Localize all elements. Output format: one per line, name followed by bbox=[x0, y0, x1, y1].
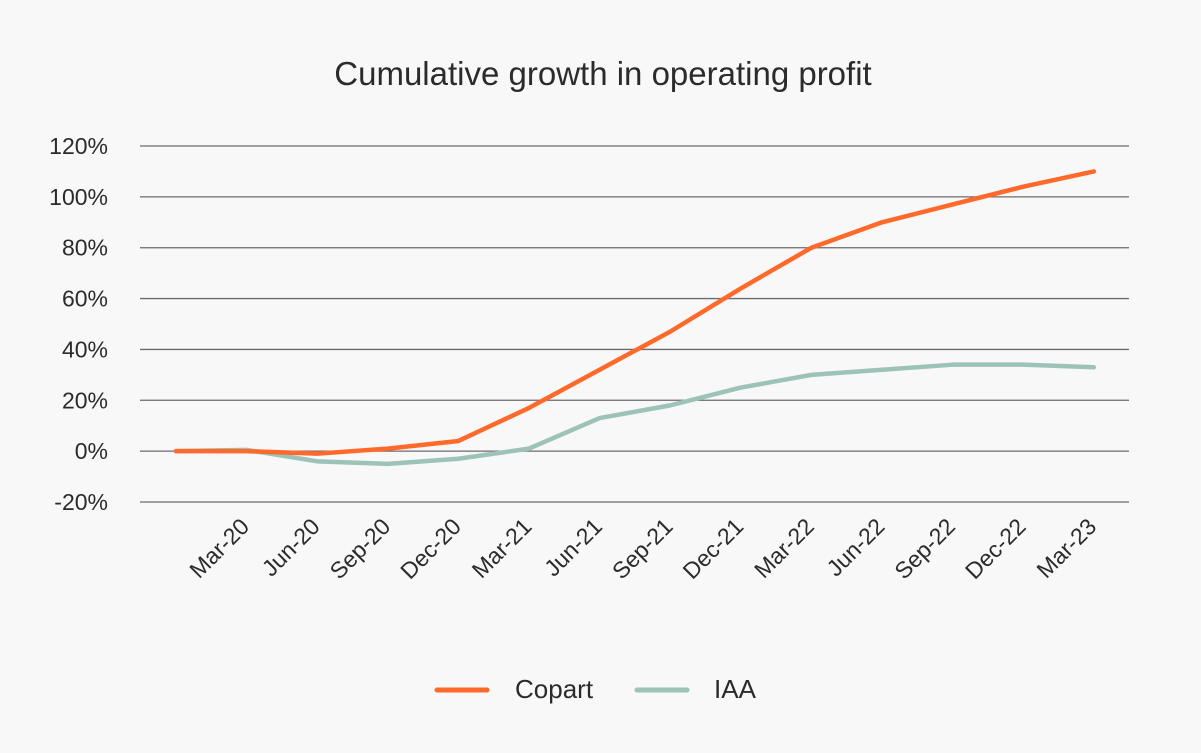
legend: Copart IAA bbox=[434, 674, 757, 704]
x-tick-label: Sep-20 bbox=[325, 513, 396, 584]
y-tick-label: 0% bbox=[75, 438, 108, 464]
y-tick-label: -20% bbox=[54, 489, 108, 515]
series-lines bbox=[173, 169, 1097, 467]
y-tick-label: 80% bbox=[62, 235, 108, 261]
series-line-iaa bbox=[173, 362, 1097, 467]
x-tick-label: Mar-20 bbox=[184, 513, 254, 583]
x-axis-ticks: Mar-20 Jun-20 Sep-20 Dec-20 Mar-21 Jun-21 Sep-… bbox=[184, 513, 1101, 584]
x-tick-label: Jun-21 bbox=[539, 513, 607, 581]
y-tick-label: 20% bbox=[62, 387, 108, 413]
y-tick-label: 120% bbox=[49, 133, 108, 159]
x-tick-label: Mar-23 bbox=[1031, 513, 1101, 583]
x-tick-label: Mar-22 bbox=[749, 513, 819, 583]
x-tick-label: Jun-22 bbox=[821, 513, 889, 581]
legend-label-copart: Copart bbox=[515, 674, 594, 704]
x-tick-label: Jun-20 bbox=[257, 513, 325, 581]
x-tick-label: Dec-20 bbox=[395, 513, 466, 584]
y-tick-label: 100% bbox=[49, 184, 108, 210]
x-tick-label: Dec-21 bbox=[678, 513, 749, 584]
legend-label-iaa: IAA bbox=[714, 674, 757, 704]
x-tick-label: Sep-22 bbox=[889, 513, 960, 584]
x-tick-label: Mar-21 bbox=[467, 513, 537, 583]
y-tick-label: 60% bbox=[62, 286, 108, 312]
x-tick-label: Dec-22 bbox=[960, 513, 1031, 584]
y-axis-ticks: -20% 0% 20% 40% 60% 80% 100% 120% bbox=[49, 133, 108, 515]
chart-title: Cumulative growth in operating profit bbox=[334, 55, 871, 92]
x-tick-label: Sep-21 bbox=[607, 513, 678, 584]
series-line-copart bbox=[173, 169, 1097, 456]
y-tick-label: 40% bbox=[62, 336, 108, 362]
